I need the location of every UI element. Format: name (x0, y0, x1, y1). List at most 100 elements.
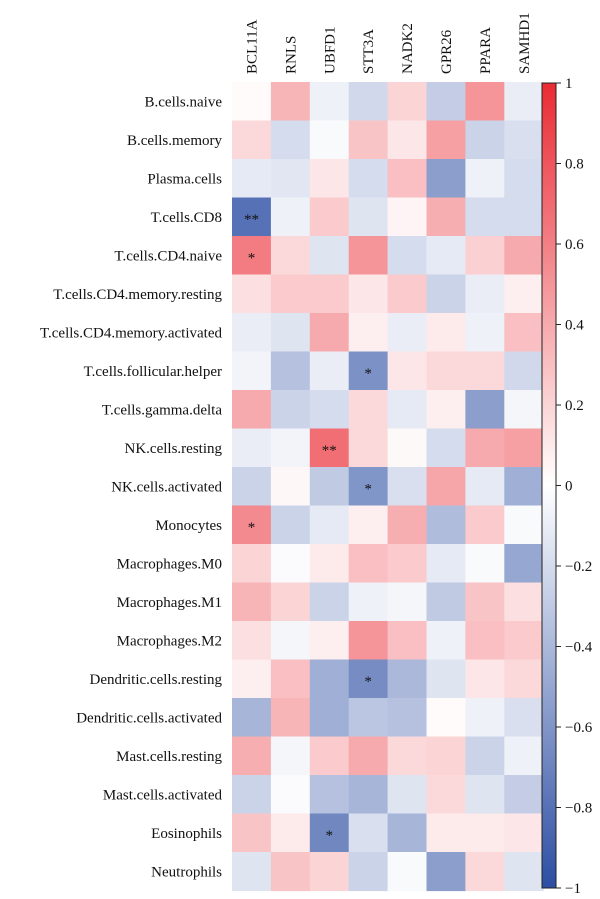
heatmap-cell (232, 120, 272, 160)
heatmap-cell (465, 736, 505, 776)
heatmap-cell (348, 621, 389, 661)
column-label: RNLS (283, 36, 299, 74)
heatmap-cell (270, 659, 311, 699)
heatmap-cell (504, 351, 544, 391)
heatmap-cell (270, 428, 311, 468)
heatmap-cell (270, 351, 311, 391)
heatmap-cell (232, 236, 272, 276)
heatmap-cell (348, 659, 389, 699)
heatmap-cell (270, 582, 311, 622)
heatmap-cell (232, 351, 272, 391)
colorbar-tick-label: 0.2 (565, 398, 584, 414)
heatmap-cell (232, 621, 272, 661)
heatmap-cell (270, 197, 311, 237)
heatmap-cell (348, 467, 389, 507)
heatmap-cell (270, 698, 311, 738)
row-label: B.cells.naive (145, 94, 223, 110)
colorbar-tick-label: 0.4 (565, 318, 584, 334)
row-label: T.cells.CD8 (151, 210, 222, 226)
column-label: GPR26 (439, 29, 455, 74)
heatmap-cell (465, 698, 505, 738)
heatmap-cell (504, 428, 544, 468)
heatmap-cell (426, 698, 466, 738)
heatmap-cell (387, 390, 428, 430)
column-label: BCL11A (244, 19, 260, 74)
heatmap-cell (387, 82, 428, 122)
heatmap-cell (348, 698, 389, 738)
heatmap-cell (504, 698, 544, 738)
heatmap-cell (270, 544, 311, 584)
heatmap-cell (309, 467, 350, 507)
heatmap-cell (504, 621, 544, 661)
heatmap-cell (387, 428, 428, 468)
heatmap-cell (270, 82, 311, 122)
heatmap-cell (348, 313, 389, 353)
heatmap-cell (426, 505, 466, 545)
heatmap-cell (465, 82, 505, 122)
heatmap-cell (426, 852, 466, 892)
heatmap-cell (348, 197, 389, 237)
heatmap-cell (348, 505, 389, 545)
heatmap-cell (465, 236, 505, 276)
heatmap-cell (426, 159, 466, 199)
heatmap-cell (387, 351, 428, 391)
heatmap-cell (426, 236, 466, 276)
colorbar-tick-label: 0.8 (565, 157, 584, 173)
heatmap-cell (504, 82, 544, 122)
heatmap-cell (387, 467, 428, 507)
heatmap-cell (504, 582, 544, 622)
heatmap-cell (426, 544, 466, 584)
row-label: T.cells.CD4.memory.resting (53, 287, 222, 303)
heatmap-cell (270, 274, 311, 314)
heatmap-cell (426, 813, 466, 853)
heatmap-cell (465, 775, 505, 815)
heatmap-cell (387, 159, 428, 199)
heatmap-cell (348, 852, 389, 892)
row-label: T.cells.CD4.memory.activated (40, 325, 223, 341)
heatmap-cell (387, 197, 428, 237)
heatmap-cell (387, 813, 428, 853)
heatmap-cell (465, 659, 505, 699)
heatmap-cell (426, 197, 466, 237)
heatmap-cell (270, 505, 311, 545)
colorbar-tick-label: 1 (565, 76, 573, 92)
column-label: NADK2 (400, 23, 416, 74)
colorbar-tick-label: 0.6 (565, 237, 584, 253)
heatmap-cell (270, 120, 311, 160)
row-label: Monocytes (155, 518, 222, 534)
heatmap-cell (387, 736, 428, 776)
heatmap-cell (504, 505, 544, 545)
heatmap-cell (504, 236, 544, 276)
heatmap-cell (387, 852, 428, 892)
heatmap-cell (309, 274, 350, 314)
heatmap-cell (232, 274, 272, 314)
heatmap-cell (504, 736, 544, 776)
significance-star: * (326, 828, 334, 844)
heatmap-cell (232, 159, 272, 199)
heatmap-cell (387, 505, 428, 545)
heatmap-cell (387, 775, 428, 815)
heatmap-cell (232, 428, 272, 468)
heatmap-cell (465, 390, 505, 430)
column-labels: BCL11A RNLS UBFD1 STT3A NADK2 GPR26 PPARA SAMHD… (244, 12, 532, 74)
heatmap-cell (504, 544, 544, 584)
colorbar-ticks: 1 0.8 0.6 0.4 0.2 0 −0.2 −0.4 −0.6 −0.8 −1 (556, 76, 593, 897)
heatmap-cell (232, 390, 272, 430)
heatmap-cell (387, 120, 428, 160)
colorbar (541, 82, 557, 889)
heatmap-cell (348, 120, 389, 160)
row-label: NK.cells.resting (125, 441, 223, 457)
heatmap-cell (504, 274, 544, 314)
colorbar-tick-label: −0.8 (565, 801, 592, 817)
heatmap-cell (309, 544, 350, 584)
heatmap-cell (309, 351, 350, 391)
column-label: UBFD1 (322, 26, 338, 74)
heatmap-cell (348, 390, 389, 430)
heatmap-cell (309, 775, 350, 815)
heatmap-cell (465, 120, 505, 160)
heatmap-cell (426, 351, 466, 391)
heatmap-cell (465, 428, 505, 468)
heatmap-cell (232, 852, 272, 892)
heatmap-cell (270, 159, 311, 199)
